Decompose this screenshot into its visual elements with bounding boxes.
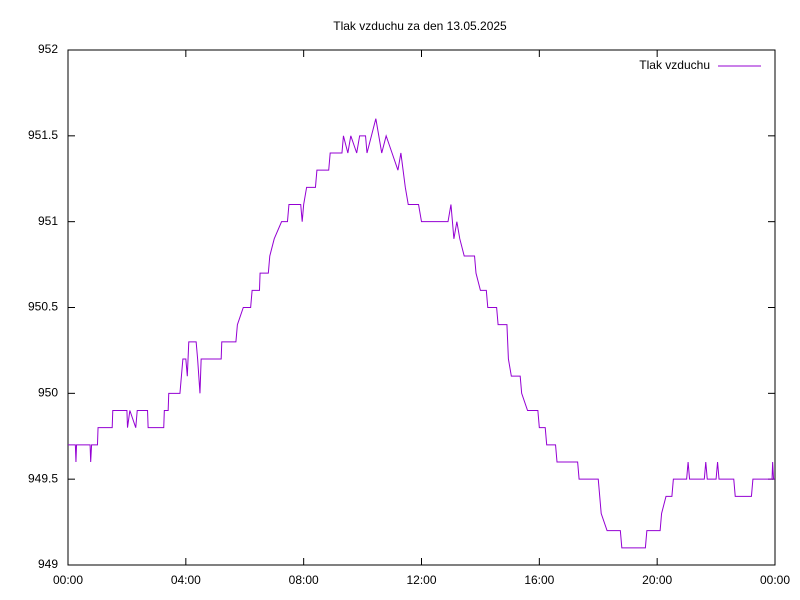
- plot-border: [67, 49, 776, 566]
- x-tick-label: 20:00: [642, 573, 672, 587]
- y-tick-label: 949.5: [28, 471, 58, 485]
- x-tick-label: 08:00: [289, 573, 319, 587]
- y-tick-label: 951: [38, 214, 58, 228]
- y-tick-label: 950.5: [28, 300, 58, 314]
- line-series: [68, 118, 775, 549]
- x-tick-label: 00:00: [53, 573, 83, 587]
- x-tick-label: 04:00: [171, 573, 201, 587]
- chart-title: Tlak vzduchu za den 13.05.2025: [333, 19, 507, 33]
- y-tick-label: 949: [38, 557, 58, 571]
- x-tick-label: 16:00: [524, 573, 554, 587]
- y-tick-label: 950: [38, 386, 58, 400]
- legend-label: Tlak vzduchu: [639, 58, 710, 72]
- x-tick-label: 00:00: [760, 573, 790, 587]
- y-tick-label: 952: [38, 42, 58, 56]
- y-tick-label: 951.5: [28, 128, 58, 142]
- x-tick-label: 12:00: [406, 573, 436, 587]
